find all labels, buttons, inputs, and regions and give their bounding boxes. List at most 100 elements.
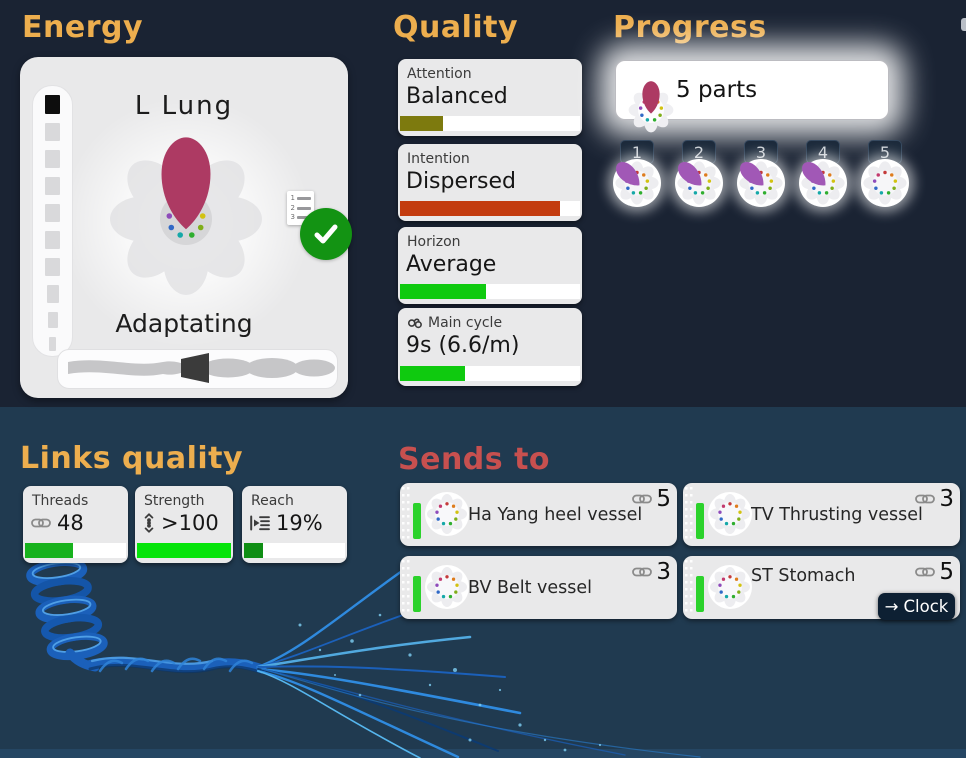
link-icon [632, 494, 653, 504]
list-number: 1 [290, 194, 295, 202]
progress-badge-2[interactable]: 2 [668, 140, 730, 210]
badge-flower-icon [735, 157, 785, 207]
link-icon [31, 518, 51, 528]
badge-flower-icon [797, 157, 847, 207]
reach-icon [250, 515, 270, 531]
quality-card-attention: Attention Balanced [398, 59, 582, 136]
vessel-flower-icon [708, 565, 752, 609]
sends-to-title: Sends to [398, 442, 551, 477]
badge-flower-icon [861, 159, 909, 207]
bottom-edge-strip [0, 749, 966, 758]
gauge-segment [45, 258, 60, 276]
stat-label: Attention [407, 66, 472, 82]
link-icon [915, 494, 936, 504]
stat-bar-fill [400, 366, 465, 381]
link-count: 3 [939, 486, 954, 512]
target-name: ST Stomach [751, 566, 856, 586]
stat-value: Dispersed [406, 169, 517, 194]
organ-name: L Lung [134, 91, 234, 121]
rope-decoration [26, 558, 701, 758]
quality-card-intention: Intention Dispersed [398, 144, 582, 221]
stat-value: 48 [57, 511, 84, 535]
stat-label: Strength [144, 493, 205, 509]
progress-badge-3[interactable]: 3 [730, 140, 792, 210]
send-target-bv-belt[interactable]: BV Belt vessel 3 [400, 556, 677, 619]
parts-flower-icon [628, 81, 674, 113]
badge-number-tab: 4 [806, 140, 840, 164]
stat-value: Balanced [406, 84, 508, 109]
links-card-reach: Reach 19% [242, 486, 347, 563]
organ-state: Adaptating [115, 309, 253, 338]
progress-summary-card[interactable]: 5 parts [615, 60, 889, 120]
gauge-segment [45, 177, 60, 195]
link-icon [632, 567, 653, 577]
badge-flower-icon [611, 157, 661, 207]
stat-bar-fill [400, 201, 561, 216]
green-check-icon [300, 208, 352, 260]
stat-bar [25, 543, 126, 558]
flow-wave [68, 353, 335, 383]
stat-label: Threads [32, 493, 89, 509]
clock-button-label: Clock [903, 597, 949, 616]
stat-bar-fill [137, 543, 231, 558]
energy-card: L Lung 1 2 3 Adaptating [20, 57, 352, 398]
list-number: 2 [290, 203, 295, 212]
progress-title: Progress [613, 10, 767, 45]
gauge-segment [45, 95, 60, 114]
vessel-flower-icon [708, 492, 752, 536]
parts-count: 5 parts [676, 77, 758, 103]
progress-badge-5[interactable]: 5 [854, 140, 916, 210]
stat-value: 19% [276, 511, 323, 535]
stat-value: Average [406, 252, 497, 277]
clock-button[interactable]: → Clock [878, 593, 955, 620]
gauge-segment [45, 231, 60, 249]
send-target-ha-yang[interactable]: Ha Yang heel vessel 5 [400, 483, 677, 546]
edge-cut-off-element [961, 18, 966, 31]
slider-handle[interactable] [181, 353, 209, 383]
organ-flower-icon [86, 137, 286, 319]
send-target-tv-thrusting[interactable]: TV Thrusting vessel 3 [683, 483, 960, 546]
gauge-segment [47, 312, 58, 328]
height-arrows-icon [144, 513, 154, 533]
stat-label: Reach [251, 493, 294, 509]
stat-bar [400, 284, 580, 299]
gauge-segment [45, 204, 60, 222]
links-card-threads: Threads 48 [23, 486, 128, 563]
link-icon [915, 567, 936, 577]
link-strength-bar [413, 503, 421, 539]
stat-bar-fill [25, 543, 74, 558]
links-quality-title: Links quality [20, 441, 244, 476]
link-strength-bar [413, 576, 421, 612]
link-strength-bar [696, 576, 704, 612]
cycle-icon [407, 317, 422, 328]
stat-bar [400, 116, 580, 131]
link-strength-bar [696, 503, 704, 539]
gauge-segment [46, 285, 59, 303]
gauge-segment [49, 337, 56, 351]
progress-badge-1[interactable]: 1 [606, 140, 668, 210]
perforation-edge [684, 487, 693, 542]
quality-card-horizon: Horizon Average [398, 227, 582, 304]
stat-label: Main cycle [428, 315, 503, 331]
target-name: TV Thrusting vessel [751, 504, 923, 525]
energy-gauge [32, 85, 73, 357]
link-count: 5 [939, 559, 954, 585]
stat-label: Intention [407, 151, 470, 167]
progress-badge-4[interactable]: 4 [792, 140, 854, 210]
stat-bar [400, 366, 580, 381]
stat-value: 9s (6.6/m) [406, 333, 520, 358]
stat-bar [137, 543, 231, 558]
gauge-segment [45, 123, 60, 141]
quality-title: Quality [393, 10, 519, 45]
arrow-right-icon: → [884, 597, 899, 616]
perforation-edge [401, 487, 410, 542]
perforation-edge [684, 560, 693, 615]
badge-flower-icon [673, 157, 723, 207]
gauge-segment [45, 150, 60, 168]
target-name: BV Belt vessel [468, 577, 593, 598]
badge-number-tab: 3 [744, 140, 778, 164]
flow-slider[interactable] [57, 349, 338, 389]
stat-bar-fill [400, 284, 487, 299]
send-target-st-stomach[interactable]: ST Stomach 5 → Clock [683, 556, 960, 620]
